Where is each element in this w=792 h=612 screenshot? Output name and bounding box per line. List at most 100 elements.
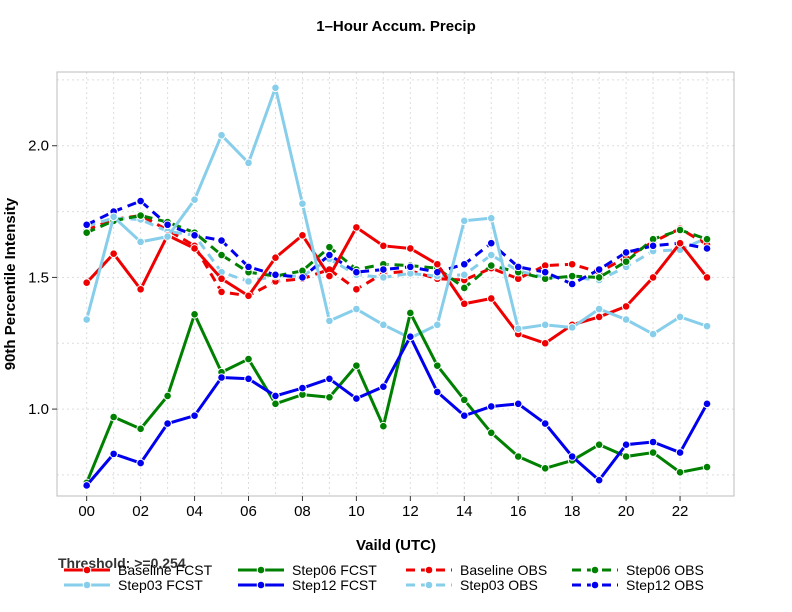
legend-item: Step06 OBS — [572, 562, 704, 578]
x-tick-label: 20 — [618, 503, 635, 520]
data-point — [217, 130, 226, 140]
data-point — [136, 237, 145, 247]
series-baseline-fcst — [82, 223, 712, 348]
data-point — [433, 259, 442, 269]
legend-swatch-marker — [256, 580, 266, 590]
data-point — [621, 440, 631, 449]
y-axis-label: 90th Percentile Intensity — [2, 197, 19, 370]
data-point — [594, 475, 604, 485]
data-point — [621, 452, 631, 461]
data-point — [352, 267, 361, 277]
data-point — [567, 452, 577, 461]
data-point — [325, 316, 334, 326]
data-point — [486, 250, 496, 260]
series-step12-fcst — [82, 332, 712, 490]
data-point — [567, 259, 577, 269]
x-tick-label: 12 — [402, 503, 419, 520]
x-tick-label: 02 — [132, 503, 149, 520]
data-point — [648, 273, 658, 282]
x-axis-label: Vaild (UTC) — [356, 537, 436, 554]
legend-item: Step03 OBS — [406, 577, 538, 593]
y-tick-label: 2.0 — [28, 138, 49, 155]
data-point — [702, 273, 712, 282]
data-point — [244, 354, 253, 364]
data-point — [352, 223, 361, 232]
data-point — [621, 248, 631, 257]
data-point — [379, 382, 388, 392]
legend-label: Step03 FCST — [118, 577, 203, 593]
data-point — [486, 294, 496, 303]
x-tick-label: 22 — [672, 503, 689, 520]
data-point — [379, 241, 388, 251]
x-tick-label: 08 — [294, 503, 311, 520]
x-tick-label: 16 — [510, 503, 527, 520]
data-point — [217, 287, 226, 297]
data-point — [459, 299, 469, 309]
series-line — [86, 214, 708, 298]
y-tick-label: 1.5 — [28, 269, 49, 286]
data-point — [298, 383, 307, 393]
data-point — [325, 374, 334, 384]
data-point — [244, 158, 253, 168]
data-point — [594, 440, 604, 449]
legend-swatch-marker — [82, 580, 92, 590]
data-point — [486, 428, 496, 438]
data-point — [82, 278, 91, 287]
data-point — [190, 244, 199, 253]
data-point — [136, 196, 145, 206]
data-point — [82, 481, 91, 490]
series-line — [85, 225, 709, 345]
data-point — [433, 387, 442, 397]
data-point — [648, 448, 658, 457]
legend-item: Baseline FCST — [64, 562, 213, 578]
data-point — [271, 270, 280, 280]
data-point — [163, 419, 172, 428]
legend-label: Baseline OBS — [460, 562, 547, 578]
data-point — [217, 373, 226, 382]
data-point — [459, 395, 469, 405]
series-step12-obs — [82, 196, 712, 289]
data-point — [379, 273, 388, 282]
data-point — [217, 250, 226, 260]
data-point — [190, 309, 199, 319]
data-point — [406, 262, 415, 272]
data-point — [486, 238, 496, 248]
series-line — [86, 199, 708, 286]
data-point — [567, 323, 577, 332]
legend-swatch-marker — [590, 565, 600, 575]
x-tick-label: 04 — [186, 503, 203, 520]
data-point — [675, 467, 685, 477]
x-tick-label: 14 — [456, 503, 473, 520]
chart-title: 1–Hour Accum. Precip — [316, 18, 476, 35]
legend-item: Step03 FCST — [64, 577, 203, 593]
data-point — [621, 302, 631, 311]
data-point — [271, 399, 280, 409]
axis-ticks: 00 02 04 06 08 10 12 14 16 18 20 22 1.0 1.5 2.0 — [28, 138, 688, 520]
series-step06-fcst — [82, 308, 712, 488]
data-point — [190, 411, 199, 420]
data-point — [433, 361, 442, 370]
data-point — [648, 329, 658, 339]
data-point — [594, 304, 604, 314]
data-point — [594, 312, 604, 322]
data-point — [352, 361, 361, 370]
data-point — [271, 83, 280, 93]
data-point — [136, 458, 145, 468]
data-point — [298, 199, 307, 208]
data-point — [217, 236, 226, 245]
series-layer — [82, 83, 712, 490]
data-point — [459, 270, 469, 280]
data-point — [513, 262, 523, 272]
legend-label: Step12 OBS — [626, 577, 704, 593]
data-point — [567, 279, 577, 289]
data-point — [702, 462, 712, 472]
series-line — [85, 335, 709, 487]
legend-label: Step03 OBS — [460, 577, 538, 593]
plot-frame — [56, 71, 735, 497]
data-point — [217, 274, 226, 284]
data-point — [271, 253, 280, 262]
data-point — [406, 308, 415, 318]
legend-swatch-marker — [256, 565, 266, 575]
